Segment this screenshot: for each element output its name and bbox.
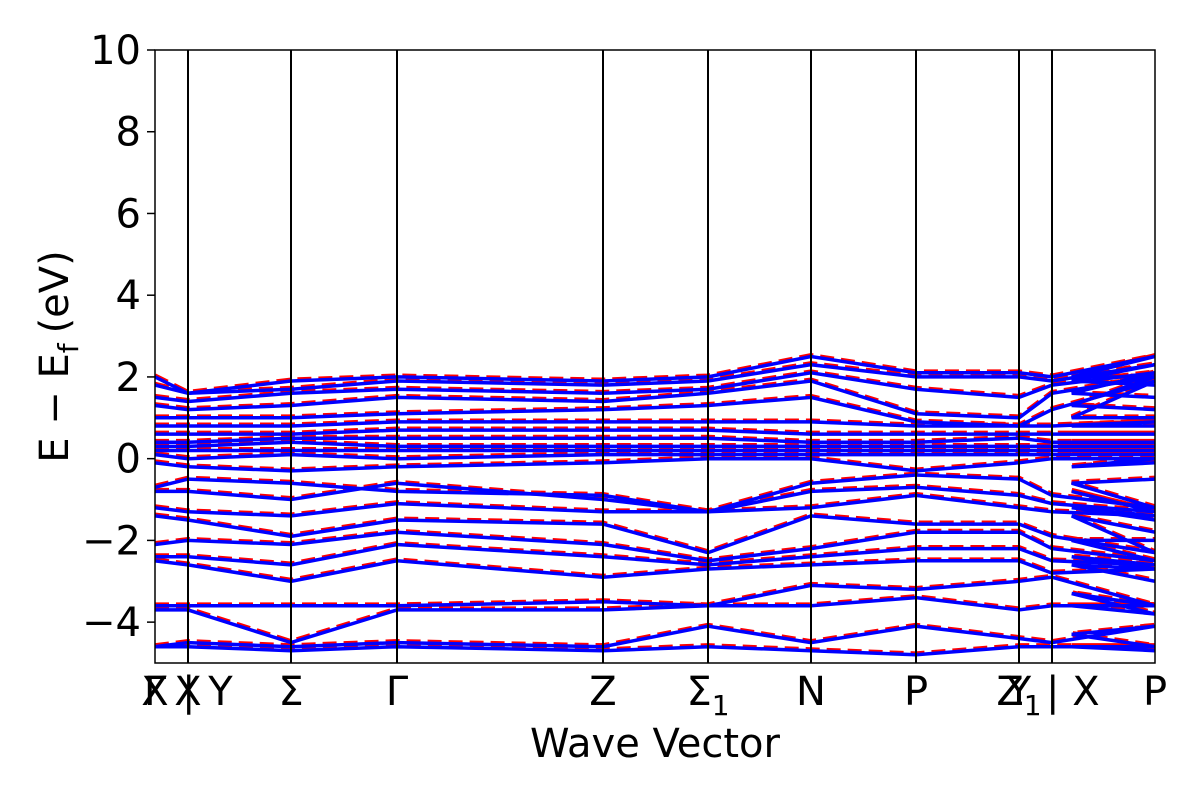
x-tick-label: N xyxy=(796,669,826,715)
x-tick-label: P xyxy=(904,669,928,715)
y-tick-label: 6 xyxy=(116,191,141,237)
y-axis-ticks: −4 −2 0 2 4 6 8 10 xyxy=(82,28,155,646)
y-tick-label: 2 xyxy=(116,355,141,401)
x-tick-label: X xyxy=(141,669,168,715)
y-axis-label-subscript: f xyxy=(52,342,85,353)
y-axis-label: E − Ef (eV) xyxy=(32,250,85,463)
x-tick-label: Σ1 xyxy=(686,669,729,722)
plot-frame xyxy=(154,49,1156,664)
y-axis-label-main: E − E xyxy=(32,353,78,463)
x-tick-label: | X xyxy=(1046,669,1100,715)
x-tick-label: P xyxy=(1143,669,1167,715)
x-tick-label: Σ xyxy=(278,669,303,715)
kpoint-divider-lines xyxy=(187,50,1053,663)
x-tick-label: Y xyxy=(1006,669,1032,715)
y-tick-label: 0 xyxy=(116,437,141,483)
y-tick-label: −2 xyxy=(82,518,141,564)
x-tick-label: | Y xyxy=(182,669,233,715)
y-axis-label-unit: (eV) xyxy=(32,250,78,333)
x-tick-label: X xyxy=(174,669,201,715)
x-axis-label: Wave Vector xyxy=(530,721,781,767)
y-tick-label: 8 xyxy=(116,110,141,156)
band-blue-17 xyxy=(155,542,1155,571)
bands-layer xyxy=(155,353,1155,657)
x-tick-label: Γ xyxy=(386,669,409,715)
x-tick-label: Γ xyxy=(144,669,167,715)
y-tick-label: −4 xyxy=(82,600,141,646)
x-tick-label: Z xyxy=(589,669,616,715)
y-tick-label: 4 xyxy=(116,273,141,319)
band-blue-10 xyxy=(155,452,1155,461)
y-tick-label: 10 xyxy=(90,28,141,74)
svg-text:E − Ef(eV): E − Ef (eV) xyxy=(32,250,85,463)
x-tick-label: Z1 xyxy=(996,669,1041,722)
